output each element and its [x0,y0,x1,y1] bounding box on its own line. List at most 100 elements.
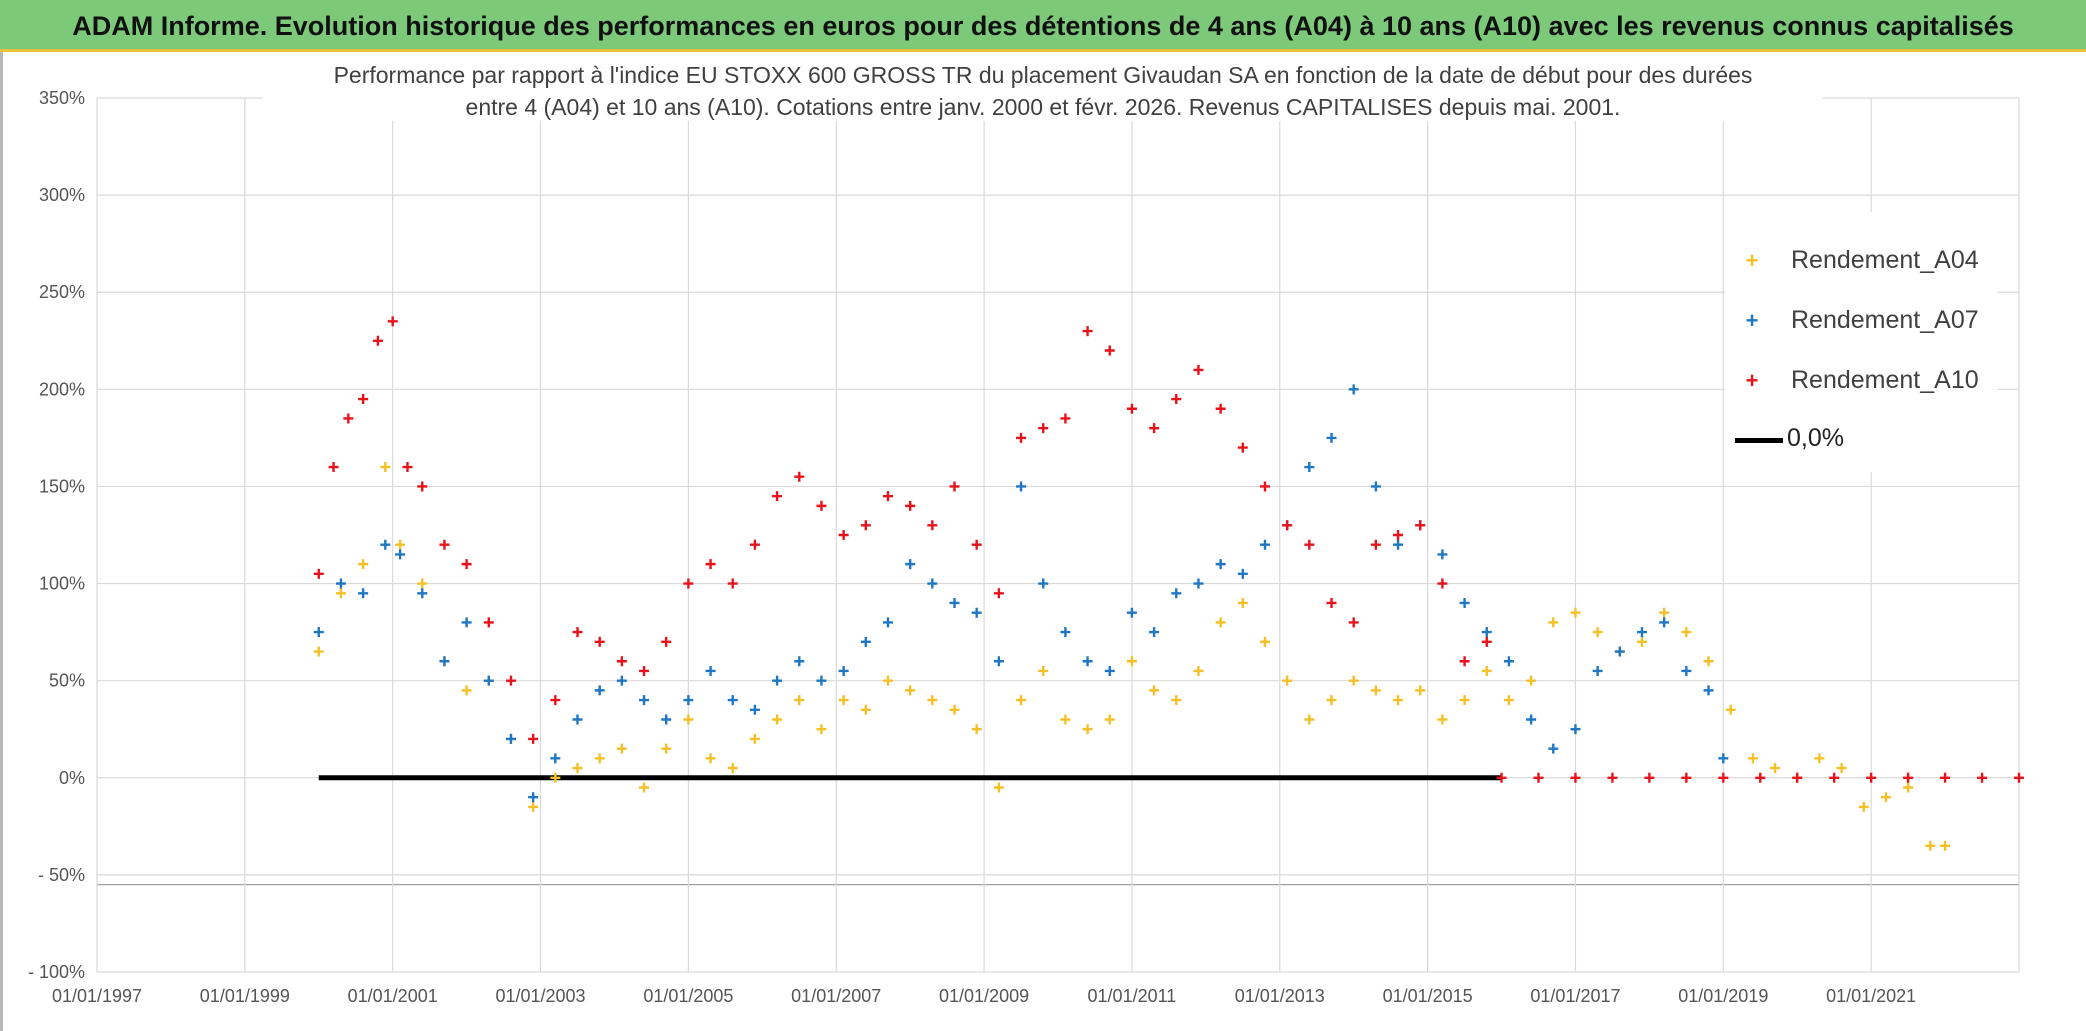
point-a07 [1237,568,1248,579]
point-a10 [1644,772,1655,783]
point-a07 [1060,627,1071,638]
point-a07 [882,617,893,628]
point-a07 [1016,481,1027,492]
point-a10 [1193,364,1204,375]
point-a10 [705,559,716,570]
point-a10 [1903,772,1914,783]
legend-label-a10: Rendement_A10 [1791,366,1979,394]
point-a04 [1326,695,1337,706]
point-a04 [1016,695,1027,706]
point-a04 [1437,714,1448,725]
point-a04 [927,695,938,706]
point-a10 [1259,481,1270,492]
point-a04 [313,646,324,657]
point-a04 [971,724,982,735]
point-a10 [358,394,369,405]
x-tick-label: 01/01/1999 [200,986,290,1006]
point-a10 [483,617,494,628]
x-tick-label: 01/01/2017 [1530,986,1620,1006]
x-tick-label: 01/01/2019 [1678,986,1768,1006]
point-a10 [1570,772,1581,783]
point-a07 [1526,714,1537,725]
point-a04 [528,801,539,812]
point-a10 [860,520,871,531]
point-a10 [971,539,982,550]
y-tick-label: 100% [39,574,85,594]
point-a10 [661,636,672,647]
legend-item-a10: + Rendement_A10 [1725,362,1997,402]
point-a10 [1215,403,1226,414]
point-a07 [1193,578,1204,589]
point-a07 [1437,549,1448,560]
x-tick-label: 01/01/2001 [348,986,438,1006]
point-a10 [616,656,627,667]
point-a07 [1570,724,1581,735]
y-tick-label: 50% [49,671,85,691]
x-tick-label: 01/01/2011 [1088,986,1177,1006]
point-a04 [1570,607,1581,618]
point-a07 [1592,665,1603,676]
point-a04 [461,685,472,696]
point-a04 [1304,714,1315,725]
point-a04 [1415,685,1426,696]
point-a07 [483,675,494,686]
point-a04 [380,462,391,473]
point-a04 [594,753,605,764]
point-a07 [616,675,627,686]
point-a04 [1659,607,1670,618]
point-a04 [838,695,849,706]
point-a07 [528,792,539,803]
legend-item-a04: + Rendement_A04 [1725,242,1997,282]
chart-points [313,316,2024,851]
point-a04 [1104,714,1115,725]
point-a04 [395,539,406,550]
point-a10 [816,500,827,511]
point-a04 [1171,695,1182,706]
legend-label-a04: Rendement_A04 [1791,246,1979,274]
point-a10 [749,539,760,550]
point-a10 [1282,520,1293,531]
point-a10 [927,520,938,531]
point-a07 [860,636,871,647]
point-a07 [1681,665,1692,676]
point-a07 [380,539,391,550]
point-a07 [1481,627,1492,638]
chart-title-line-2: entre 4 (A04) et 10 ans (A10). Cotations… [263,94,1823,121]
point-a07 [639,695,650,706]
point-a04 [1925,840,1936,851]
point-a10 [1481,636,1492,647]
point-a04 [705,753,716,764]
point-a07 [661,714,672,725]
point-a10 [1459,656,1470,667]
point-a07 [1171,588,1182,599]
point-a10 [1171,394,1182,405]
point-a10 [683,578,694,589]
point-a10 [505,675,516,686]
point-a04 [550,772,561,783]
point-a07 [550,753,561,764]
point-a10 [1437,578,1448,589]
point-a04 [1747,753,1758,764]
x-tick-label: 01/01/2003 [495,986,585,1006]
banner-title: ADAM Informe. Evolution historique des p… [72,11,2014,41]
point-a04 [1814,753,1825,764]
y-tick-label: - 50% [38,865,85,885]
y-tick-label: 200% [39,379,85,399]
point-a10 [1415,520,1426,531]
point-a04 [1548,617,1559,628]
point-a04 [1858,801,1869,812]
point-a04 [816,724,827,735]
y-axis: 350% 300% 250% 200% 150% 100% 50% 0% - 50% - 100% [28,88,85,982]
legend-label-zero: 0,0% [1787,424,1844,452]
point-a10 [402,462,413,473]
point-a04 [794,695,805,706]
point-a04 [1193,665,1204,676]
point-a10 [639,665,650,676]
point-a10 [1755,772,1766,783]
banner: ADAM Informe. Evolution historique des p… [0,0,2086,52]
point-a10 [1060,413,1071,424]
point-a07 [335,578,346,589]
point-a10 [1533,772,1544,783]
point-a04 [860,704,871,715]
point-a04 [1060,714,1071,725]
